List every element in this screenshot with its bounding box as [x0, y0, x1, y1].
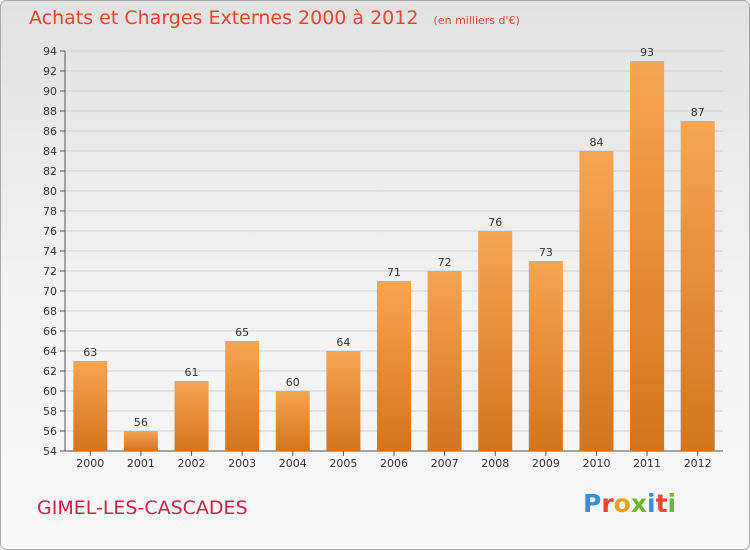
y-tick-label: 72: [43, 265, 57, 278]
x-tick-label: 2009: [532, 457, 560, 470]
x-tick-label: 2011: [633, 457, 661, 470]
y-tick-label: 58: [43, 405, 57, 418]
logo-letter: P: [583, 489, 602, 518]
data-label: 84: [589, 136, 603, 149]
y-tick-label: 70: [43, 285, 57, 298]
y-tick-label: 60: [43, 385, 57, 398]
y-tick-label: 82: [43, 165, 57, 178]
bar-2011: [630, 61, 665, 451]
bar-2007: [427, 271, 462, 451]
bar-2006: [377, 281, 411, 451]
bar-2002: [174, 381, 209, 451]
bar-2000: [73, 361, 108, 451]
y-tick-label: 88: [43, 105, 57, 118]
chart-title-block: Achats et Charges Externes 2000 à 2012 (…: [29, 7, 520, 29]
data-labels: 63 56 61 65 60 64 71 72 76 73 84 93 87: [83, 46, 704, 429]
y-tick-label: 62: [43, 365, 57, 378]
x-tick-label: 2000: [76, 457, 104, 470]
data-label: 93: [640, 46, 654, 59]
x-tick-label: 2004: [279, 457, 307, 470]
y-tick-label: 56: [43, 425, 57, 438]
data-label: 72: [438, 256, 452, 269]
bars: [73, 61, 715, 451]
logo-letter: i: [647, 489, 656, 518]
unit-note: (en milliers d'€): [433, 14, 520, 27]
bar-2005: [326, 351, 361, 451]
data-label: 73: [539, 246, 553, 259]
y-tick-label: 54: [43, 445, 57, 458]
y-tick-label: 78: [43, 205, 57, 218]
bar-2001: [123, 431, 158, 451]
y-tick-label: 94: [43, 45, 57, 58]
data-label: 65: [235, 326, 249, 339]
y-tick-labels: 54 56 58 60 62 64 66 68 70 72 74 76 78 80 82 84 86 88 90 92…: [43, 45, 57, 458]
y-tick-label: 74: [43, 245, 57, 258]
bar-2008: [478, 231, 513, 451]
x-tick-labels: 2000 2001 2002 2003 2004 2005 2006 2007 2008 2009…: [76, 457, 711, 470]
commune-name: GIMEL-LES-CASCADES: [37, 497, 248, 519]
data-label: 64: [336, 336, 350, 349]
x-tick-label: 2003: [228, 457, 256, 470]
y-tick-label: 92: [43, 65, 57, 78]
bar-2003: [225, 341, 260, 451]
bar-2004: [275, 391, 310, 451]
data-label: 87: [691, 106, 705, 119]
logo-letter: r: [601, 489, 614, 518]
x-tick-label: 2012: [684, 457, 712, 470]
x-tick-label: 2002: [178, 457, 206, 470]
data-label: 56: [134, 416, 148, 429]
proxiti-logo[interactable]: Proxiti: [583, 489, 676, 518]
y-tick-label: 84: [43, 145, 57, 158]
logo-letter: x: [630, 489, 647, 518]
data-label: 63: [83, 346, 97, 359]
x-tick-label: 2006: [380, 457, 408, 470]
logo-letter: o: [613, 489, 631, 518]
bar-2010: [579, 151, 614, 451]
bar-2012: [680, 121, 715, 451]
y-tick-label: 66: [43, 325, 57, 338]
data-label: 61: [185, 366, 199, 379]
y-tick-label: 68: [43, 305, 57, 318]
data-label: 76: [488, 216, 502, 229]
y-tick-label: 80: [43, 185, 57, 198]
data-label: 71: [387, 266, 401, 279]
y-tick-label: 64: [43, 345, 57, 358]
y-tick-label: 86: [43, 125, 57, 138]
logo-letter: i: [667, 489, 677, 518]
x-tick-label: 2001: [127, 457, 155, 470]
bar-2009: [528, 261, 563, 451]
x-tick-label: 2008: [481, 457, 509, 470]
data-label: 60: [286, 376, 300, 389]
x-tick-label: 2007: [431, 457, 459, 470]
y-tick-label: 76: [43, 225, 57, 238]
y-tick-label: 90: [43, 85, 57, 98]
chart-title: Achats et Charges Externes 2000 à 2012: [29, 7, 419, 29]
x-tick-label: 2010: [582, 457, 610, 470]
x-tick-label: 2005: [329, 457, 357, 470]
logo-letter: t: [655, 489, 668, 518]
